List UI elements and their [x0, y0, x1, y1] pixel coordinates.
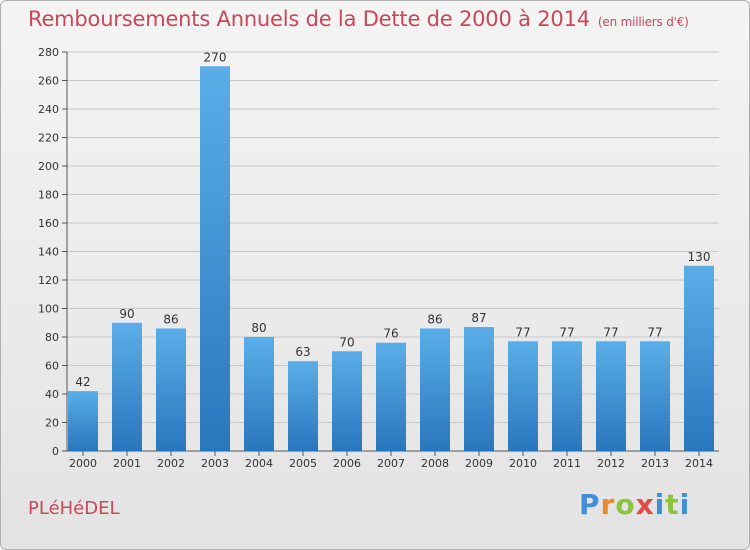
bar	[464, 327, 494, 451]
y-tick-label: 180	[38, 189, 59, 202]
x-tick-label: 2012	[597, 457, 625, 470]
commune-name: PLéHéDEL	[28, 498, 120, 519]
proxiti-logo: Proxiti	[579, 488, 690, 521]
x-tick-label: 2005	[289, 457, 317, 470]
y-tick-label: 0	[52, 445, 59, 458]
x-tick-label: 2011	[553, 457, 581, 470]
x-tick-label: 2000	[69, 457, 97, 470]
y-tick-label: 20	[45, 417, 59, 430]
y-tick-label: 280	[38, 46, 59, 59]
data-label: 90	[119, 307, 134, 321]
labels: 0 20 40 60 80 100 120 140 160 180 200 220 240 260 280 2…	[38, 46, 713, 470]
x-tick-label: 2006	[333, 457, 361, 470]
data-label: 80	[251, 321, 266, 335]
logo-letter: x	[635, 488, 655, 521]
data-label: 270	[204, 50, 227, 64]
data-label: 77	[559, 325, 574, 339]
y-tick-label: 220	[38, 132, 59, 145]
y-tick-label: 160	[38, 217, 59, 230]
bar	[68, 391, 98, 451]
x-tick-label: 2001	[113, 457, 141, 470]
bar	[640, 341, 670, 451]
logo-letter: o	[615, 488, 636, 521]
data-label: 86	[163, 312, 178, 326]
logo-letter: i	[654, 488, 666, 521]
x-tick-label: 2009	[465, 457, 493, 470]
x-tick-label: 2013	[641, 457, 669, 470]
data-label: 77	[603, 325, 618, 339]
y-tick-label: 120	[38, 274, 59, 287]
data-label: 77	[515, 325, 530, 339]
x-tick-label: 2014	[685, 457, 713, 470]
bar	[596, 341, 626, 451]
data-label: 76	[383, 327, 398, 341]
y-tick-label: 80	[45, 331, 59, 344]
bar	[332, 351, 362, 451]
x-tick-label: 2003	[201, 457, 229, 470]
bar	[376, 342, 406, 451]
bar	[244, 337, 274, 451]
x-tick-label: 2010	[509, 457, 537, 470]
x-tick-label: 2007	[377, 457, 405, 470]
data-label: 42	[75, 375, 90, 389]
bar	[200, 66, 230, 451]
data-label: 63	[295, 345, 310, 359]
x-tick-label: 2008	[421, 457, 449, 470]
y-tick-label: 60	[45, 360, 59, 373]
data-label: 130	[688, 250, 711, 264]
y-tick-label: 260	[38, 75, 59, 88]
chart-title-text: Remboursements Annuels de la Dette de 20…	[28, 7, 590, 31]
bar	[156, 328, 186, 451]
logo-letter: i	[679, 488, 691, 521]
bar	[552, 341, 582, 451]
y-tick-label: 140	[38, 246, 59, 259]
x-tick-label: 2004	[245, 457, 273, 470]
data-label: 77	[647, 325, 662, 339]
bar	[508, 341, 538, 451]
logo-letter: t	[665, 488, 680, 521]
bar	[420, 328, 450, 451]
bars	[68, 66, 714, 451]
y-tick-label: 100	[38, 303, 59, 316]
data-label: 87	[471, 311, 486, 325]
bar	[288, 361, 318, 451]
y-tick-label: 40	[45, 388, 59, 401]
bar	[684, 265, 714, 451]
x-tick-label: 2002	[157, 457, 185, 470]
chart-title: Remboursements Annuels de la Dette de 20…	[28, 7, 689, 31]
data-label: 70	[339, 335, 354, 349]
y-tick-label: 240	[38, 103, 59, 116]
logo-letter: P	[579, 488, 601, 521]
bar	[112, 322, 142, 451]
data-label: 86	[427, 312, 442, 326]
logo-letter: r	[600, 488, 616, 521]
y-tick-label: 200	[38, 160, 59, 173]
chart-subtitle: (en milliers d'€)	[597, 15, 689, 29]
